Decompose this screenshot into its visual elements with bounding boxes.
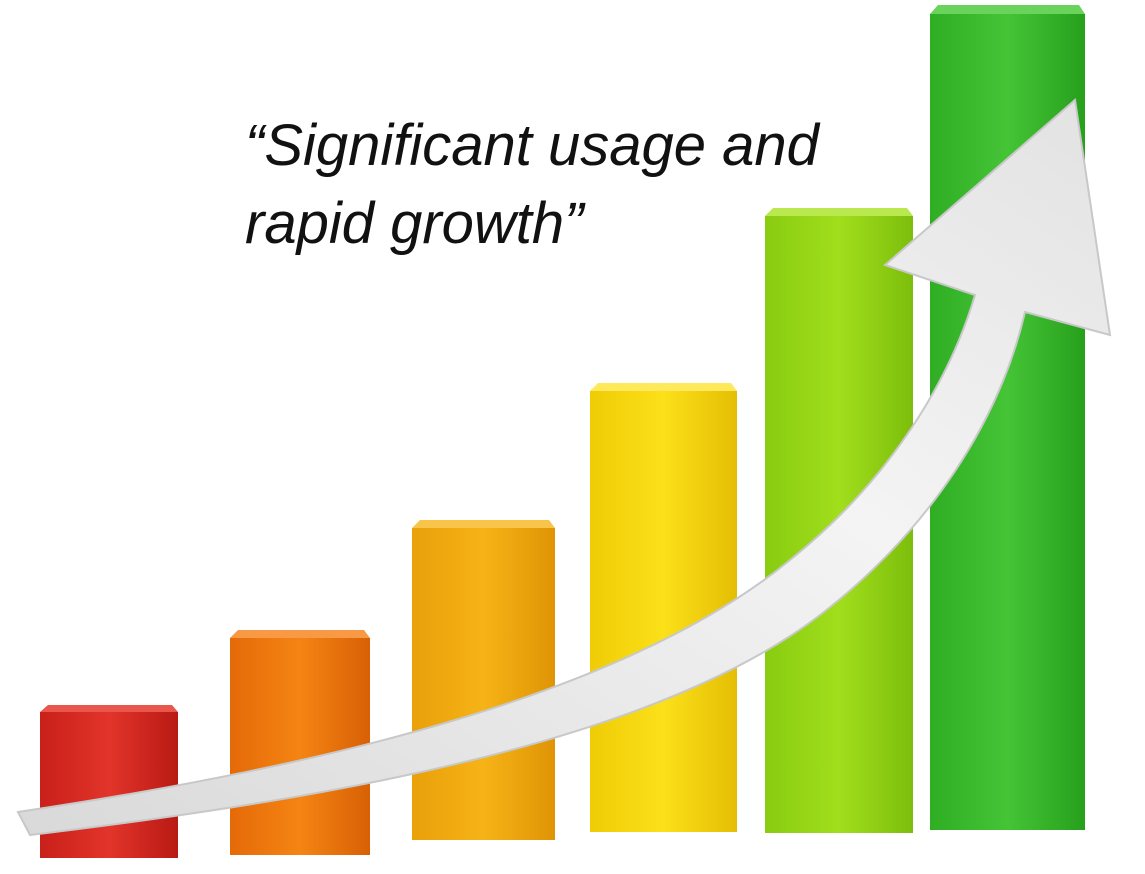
bar-top [230, 630, 370, 638]
quote-line: “Significant usage and [245, 113, 821, 178]
quote-line: rapid growth” [245, 191, 586, 256]
bar [590, 391, 737, 832]
bar-top [765, 208, 913, 216]
bar-top [40, 705, 178, 712]
bar-top [590, 383, 737, 391]
bar [230, 638, 370, 855]
bar-top [412, 520, 555, 528]
bar [40, 712, 178, 858]
bar-top [930, 5, 1085, 14]
growth-arrow [16, 98, 1112, 837]
bar [412, 528, 555, 840]
arrow [16, 98, 1112, 837]
